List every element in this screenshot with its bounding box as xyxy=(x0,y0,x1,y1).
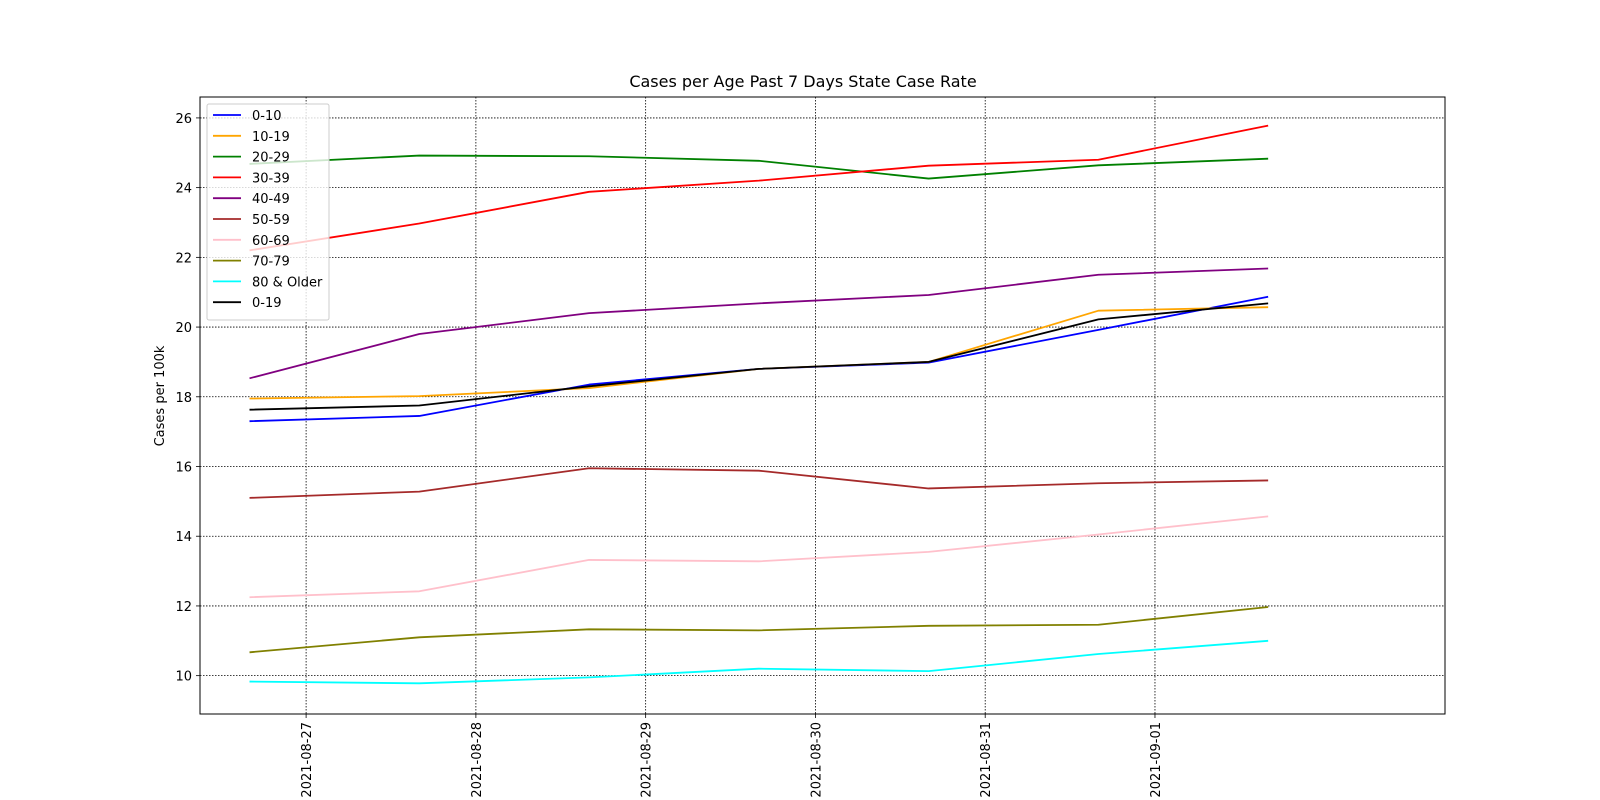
series-line-70-79 xyxy=(249,606,1269,654)
legend-label: 50-59 xyxy=(252,213,290,228)
legend-box xyxy=(206,103,330,321)
y-axis-label: Cases per 100k xyxy=(153,345,168,446)
y-tick-label: 22 xyxy=(175,251,192,266)
legend-label: 60-69 xyxy=(252,234,290,249)
plot-frame xyxy=(199,96,1446,715)
series-line-50-59 xyxy=(249,467,1269,499)
y-tick-label: 12 xyxy=(175,600,192,615)
legend-label: 70-79 xyxy=(252,255,290,270)
x-tick-label: 2021-09-01 xyxy=(1149,722,1164,798)
legend-label: 10-19 xyxy=(252,130,290,145)
series-line-80-older xyxy=(249,639,1269,685)
series-line-20-29 xyxy=(249,154,1269,180)
y-tick-label: 14 xyxy=(175,530,192,545)
series-lines xyxy=(249,124,1269,685)
y-tick-label: 10 xyxy=(175,670,192,685)
series-line-30-39 xyxy=(249,124,1269,252)
series-line-60-69 xyxy=(249,515,1269,599)
gridlines xyxy=(200,97,1445,714)
y-tick-label: 18 xyxy=(175,391,192,406)
x-tick-label: 2021-08-29 xyxy=(640,722,655,798)
x-tick-label: 2021-08-31 xyxy=(979,722,994,798)
series-line-40-49 xyxy=(249,267,1269,380)
chart-title: Cases per Age Past 7 Days State Case Rat… xyxy=(629,72,976,91)
x-tick-label: 2021-08-28 xyxy=(470,722,485,798)
y-tick-label: 24 xyxy=(175,182,192,197)
legend-label: 0-19 xyxy=(252,296,282,311)
x-tick-label: 2021-08-27 xyxy=(300,722,315,798)
legend-label: 0-10 xyxy=(252,109,282,124)
y-tick-label: 16 xyxy=(175,461,192,476)
legend: 0-10 10-19 20-29 30-39 40-49 50-59 60-69 70-79 8… xyxy=(206,103,330,321)
legend-label: 20-29 xyxy=(252,151,290,166)
x-tick-label: 2021-08-30 xyxy=(809,722,824,798)
series-line-0-19 xyxy=(249,302,1269,411)
y-tick-label: 26 xyxy=(175,112,192,127)
axis-ticks: 10 12 14 16 18 20 22 24 26 2021-08-27 2021-08-28 20… xyxy=(175,112,1164,798)
legend-label: 30-39 xyxy=(252,171,290,186)
legend-label: 40-49 xyxy=(252,192,290,207)
y-tick-label: 20 xyxy=(175,321,192,336)
legend-label: 80 & Older xyxy=(252,275,323,290)
